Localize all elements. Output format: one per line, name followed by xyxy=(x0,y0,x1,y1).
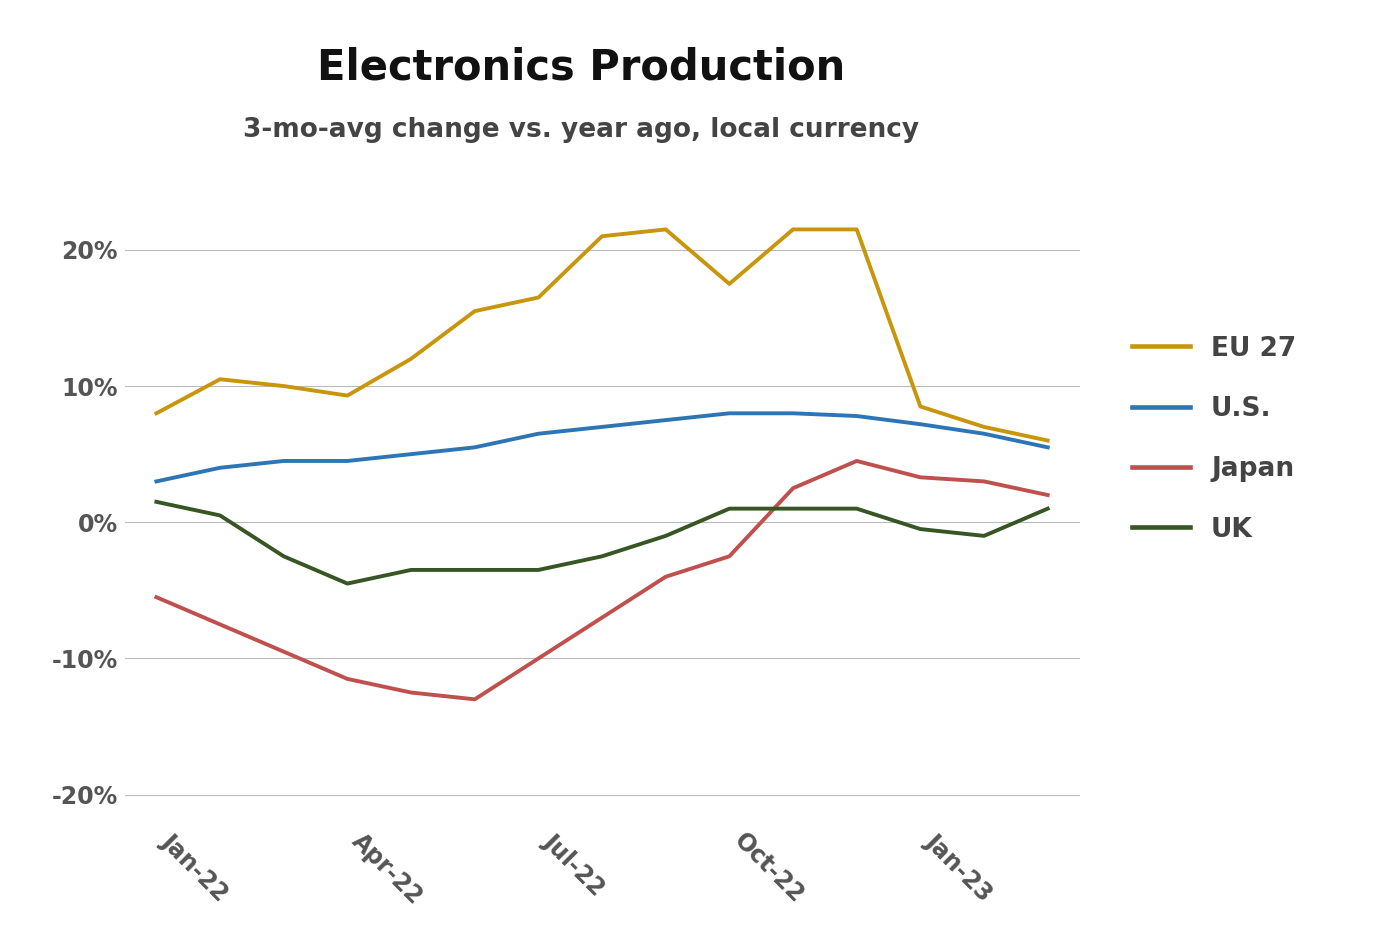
U.S. xyxy=(403,448,419,460)
EU 27 xyxy=(148,407,165,418)
UK xyxy=(594,551,610,562)
U.S. xyxy=(148,475,165,487)
Line: EU 27: EU 27 xyxy=(156,230,1048,441)
UK xyxy=(721,503,738,515)
EU 27 xyxy=(594,231,610,242)
UK xyxy=(1039,503,1056,515)
Japan xyxy=(339,673,356,685)
EU 27 xyxy=(785,224,801,235)
UK xyxy=(275,551,292,562)
UK xyxy=(912,523,929,534)
UK xyxy=(530,564,547,575)
U.S. xyxy=(912,418,929,430)
UK xyxy=(212,510,228,521)
EU 27 xyxy=(530,292,547,304)
Japan xyxy=(148,591,165,602)
EU 27 xyxy=(212,374,228,385)
UK xyxy=(976,531,992,542)
UK xyxy=(148,496,165,507)
Japan xyxy=(212,619,228,630)
Japan xyxy=(785,483,801,494)
Japan xyxy=(912,472,929,483)
EU 27 xyxy=(912,401,929,412)
Line: U.S.: U.S. xyxy=(156,413,1048,481)
UK xyxy=(339,578,356,589)
EU 27 xyxy=(466,305,483,317)
Japan xyxy=(594,612,610,623)
EU 27 xyxy=(721,278,738,290)
Text: Electronics Production: Electronics Production xyxy=(317,47,846,89)
U.S. xyxy=(594,421,610,432)
EU 27 xyxy=(403,353,419,364)
U.S. xyxy=(848,410,865,421)
Japan xyxy=(1039,489,1056,501)
Line: Japan: Japan xyxy=(156,461,1048,700)
EU 27 xyxy=(657,224,674,235)
Japan xyxy=(530,653,547,664)
UK xyxy=(657,531,674,542)
Japan xyxy=(657,571,674,583)
Line: UK: UK xyxy=(156,502,1048,584)
U.S. xyxy=(657,415,674,426)
EU 27 xyxy=(275,380,292,391)
U.S. xyxy=(785,407,801,418)
Japan xyxy=(848,456,865,467)
U.S. xyxy=(212,462,228,474)
EU 27 xyxy=(848,224,865,235)
EU 27 xyxy=(1039,435,1056,446)
EU 27 xyxy=(976,421,992,432)
Japan xyxy=(275,646,292,658)
U.S. xyxy=(275,456,292,467)
Japan xyxy=(976,475,992,487)
UK xyxy=(466,564,483,575)
Legend: EU 27, U.S., Japan, UK: EU 27, U.S., Japan, UK xyxy=(1121,325,1306,553)
U.S. xyxy=(976,428,992,439)
U.S. xyxy=(466,442,483,453)
U.S. xyxy=(339,456,356,467)
Text: 3-mo-avg change vs. year ago, local currency: 3-mo-avg change vs. year ago, local curr… xyxy=(244,117,919,143)
UK xyxy=(848,503,865,515)
Japan xyxy=(403,686,419,698)
U.S. xyxy=(530,428,547,439)
Japan xyxy=(466,694,483,705)
EU 27 xyxy=(339,390,356,402)
U.S. xyxy=(721,407,738,418)
Japan xyxy=(721,551,738,562)
U.S. xyxy=(1039,442,1056,453)
UK xyxy=(403,564,419,575)
UK xyxy=(785,503,801,515)
